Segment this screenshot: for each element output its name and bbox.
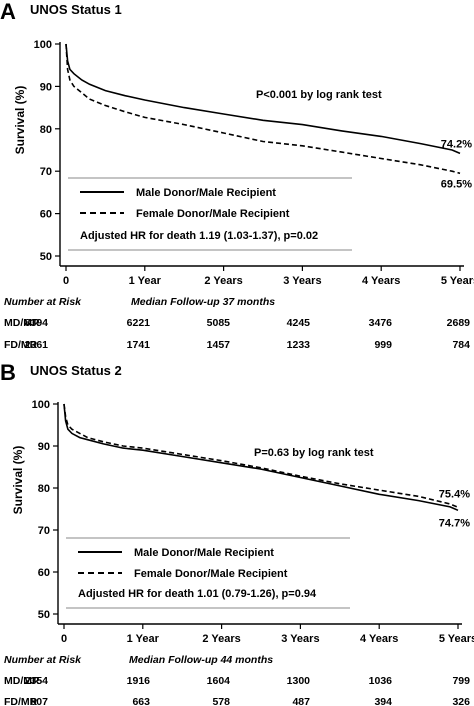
series-line-female-donor [63,403,459,509]
y-tick-label: 50 [38,609,50,621]
panel-title: UNOS Status 1 [30,2,122,17]
end-value-label: 74.7% [439,517,470,529]
adjusted-hr-annotation: Adjusted HR for death 1.19 (1.03-1.37), … [80,230,318,242]
legend: Male Donor/Male Recipient Female Donor/M… [68,177,352,251]
y-tick-label: 60 [40,209,52,221]
risk-cell: 487 [292,696,310,706]
y-tick-label: 60 [38,567,50,579]
p-value-annotation: P<0.001 by log rank test [256,89,382,101]
risk-cell: 3476 [369,317,393,329]
panel-title: UNOS Status 2 [30,363,122,378]
axes: 50 60 70 80 90 100 0 1 Year 2 Years 3 Years 4 Year… [34,39,474,287]
risk-followup: Median Follow-up 37 months [131,296,275,308]
x-tick-label: 0 [63,275,69,287]
legend-label-dashed: Female Donor/Male Recipient [136,208,290,220]
risk-cell: 1457 [207,339,231,351]
series-lines: 74.2% 69.5% [65,43,472,190]
legend-label-dashed: Female Donor/Male Recipient [134,568,288,580]
end-value-label: 69.5% [441,178,472,190]
y-axis-label: Survival (%) [11,446,25,515]
y-tick-label: 100 [34,39,52,51]
risk-header: Number at Risk [4,654,82,666]
risk-cell: 578 [212,696,230,706]
risk-cell: 999 [374,339,392,351]
risk-cell: 799 [452,675,470,687]
risk-table: Number at Risk Median Follow-up 44 month… [4,654,470,706]
y-tick-label: 70 [40,166,52,178]
risk-cell: 2354 [25,675,49,687]
series-line-male-donor [63,403,459,512]
y-tick-label: 70 [38,525,50,537]
p-value-annotation: P=0.63 by log rank test [254,447,374,459]
risk-cell: 1916 [127,675,151,687]
y-tick-label: 80 [40,124,52,136]
y-tick-label: 50 [40,251,52,263]
risk-row-label: FD/MR [4,339,38,351]
y-tick-label: 100 [32,399,50,411]
y-tick-label: 80 [38,483,50,495]
risk-cell: 6221 [127,317,151,329]
risk-row-label: MD/MR [4,675,40,687]
x-tick-label: 1 Year [129,275,162,287]
panel-letter: B [0,360,16,385]
risk-cell: 807 [30,696,48,706]
risk-table: Number at Risk Median Follow-up 37 month… [4,296,470,351]
end-value-label: 74.2% [441,138,472,150]
series-line-female-donor [65,43,461,175]
risk-cell: 2689 [447,317,471,329]
risk-cell: 1741 [127,339,151,351]
risk-cell: 8394 [25,317,49,329]
panel-letter: A [0,0,16,24]
y-axis-label: Survival (%) [13,86,27,155]
y-tick-label: 90 [40,81,52,93]
x-tick-label: 2 Years [204,275,242,287]
panel-a: A UNOS Status 1 Survival (%) 50 60 70 80 90 1… [0,0,474,351]
risk-row-label: FD/MR [4,696,38,706]
x-tick-label: 1 Year [127,633,160,645]
risk-cell: 663 [132,696,150,706]
risk-cell: 1300 [287,675,311,687]
y-tick-label: 90 [38,441,50,453]
x-tick-label: 5 Years [439,633,474,645]
risk-cell: 2361 [25,339,49,351]
risk-row-label: MD/MR [4,317,40,329]
risk-cell: 1604 [207,675,231,687]
risk-cell: 326 [452,696,470,706]
risk-followup: Median Follow-up 44 months [129,654,273,666]
series-lines: 74.7% 75.4% [63,403,470,529]
adjusted-hr-annotation: Adjusted HR for death 1.01 (0.79-1.26), … [78,588,317,600]
risk-cell: 784 [452,339,470,351]
risk-cell: 1036 [369,675,393,687]
panel-b: B UNOS Status 2 Survival (%) 50 60 70 80 90 1… [0,360,474,706]
x-tick-label: 0 [61,633,67,645]
series-line-male-donor [65,43,461,155]
x-tick-label: 3 Years [281,633,319,645]
risk-cell: 5085 [207,317,231,329]
x-tick-label: 2 Years [202,633,240,645]
legend-label-solid: Male Donor/Male Recipient [136,187,276,199]
risk-header: Number at Risk [4,296,82,308]
risk-cell: 4245 [287,317,311,329]
legend: Male Donor/Male Recipient Female Donor/M… [66,537,350,609]
axes: 50 60 70 80 90 100 0 1 Year 2 Years 3 Years 4 Year… [32,399,474,645]
risk-cell: 1233 [287,339,311,351]
x-tick-label: 5 Years [441,275,474,287]
x-tick-label: 4 Years [360,633,398,645]
risk-cell: 394 [374,696,392,706]
legend-label-solid: Male Donor/Male Recipient [134,547,274,559]
end-value-label: 75.4% [439,488,470,500]
x-tick-label: 3 Years [283,275,321,287]
x-tick-label: 4 Years [362,275,400,287]
